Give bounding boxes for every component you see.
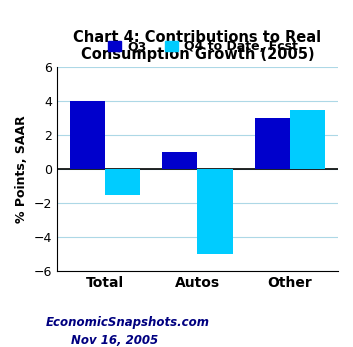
Bar — [255, 118, 290, 169]
Bar — [70, 101, 105, 169]
Y-axis label: % Points, SAAR: % Points, SAAR — [15, 116, 28, 223]
Text: EconomicSnapshots.com: EconomicSnapshots.com — [46, 316, 210, 329]
Bar — [290, 110, 325, 169]
Legend: Q3, Q4 to Date, Fcst: Q3, Q4 to Date, Fcst — [104, 37, 301, 57]
Bar — [105, 169, 140, 195]
Title: Chart 4: Contributions to Real
Consumption Growth (2005): Chart 4: Contributions to Real Consumpti… — [73, 29, 322, 62]
Bar — [197, 169, 233, 254]
Text: Nov 16, 2005: Nov 16, 2005 — [71, 333, 158, 347]
Bar — [162, 152, 197, 169]
